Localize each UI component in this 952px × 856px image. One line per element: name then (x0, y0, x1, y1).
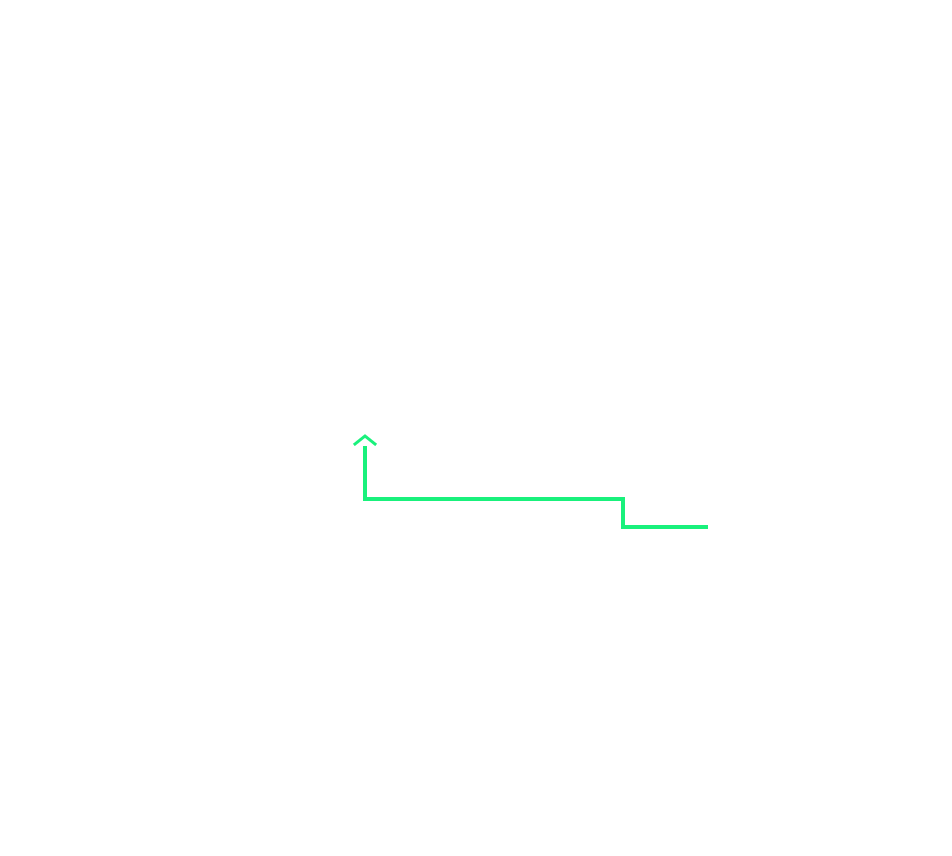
arrowhead-up-icon (352, 434, 378, 447)
connector-line (363, 446, 708, 529)
